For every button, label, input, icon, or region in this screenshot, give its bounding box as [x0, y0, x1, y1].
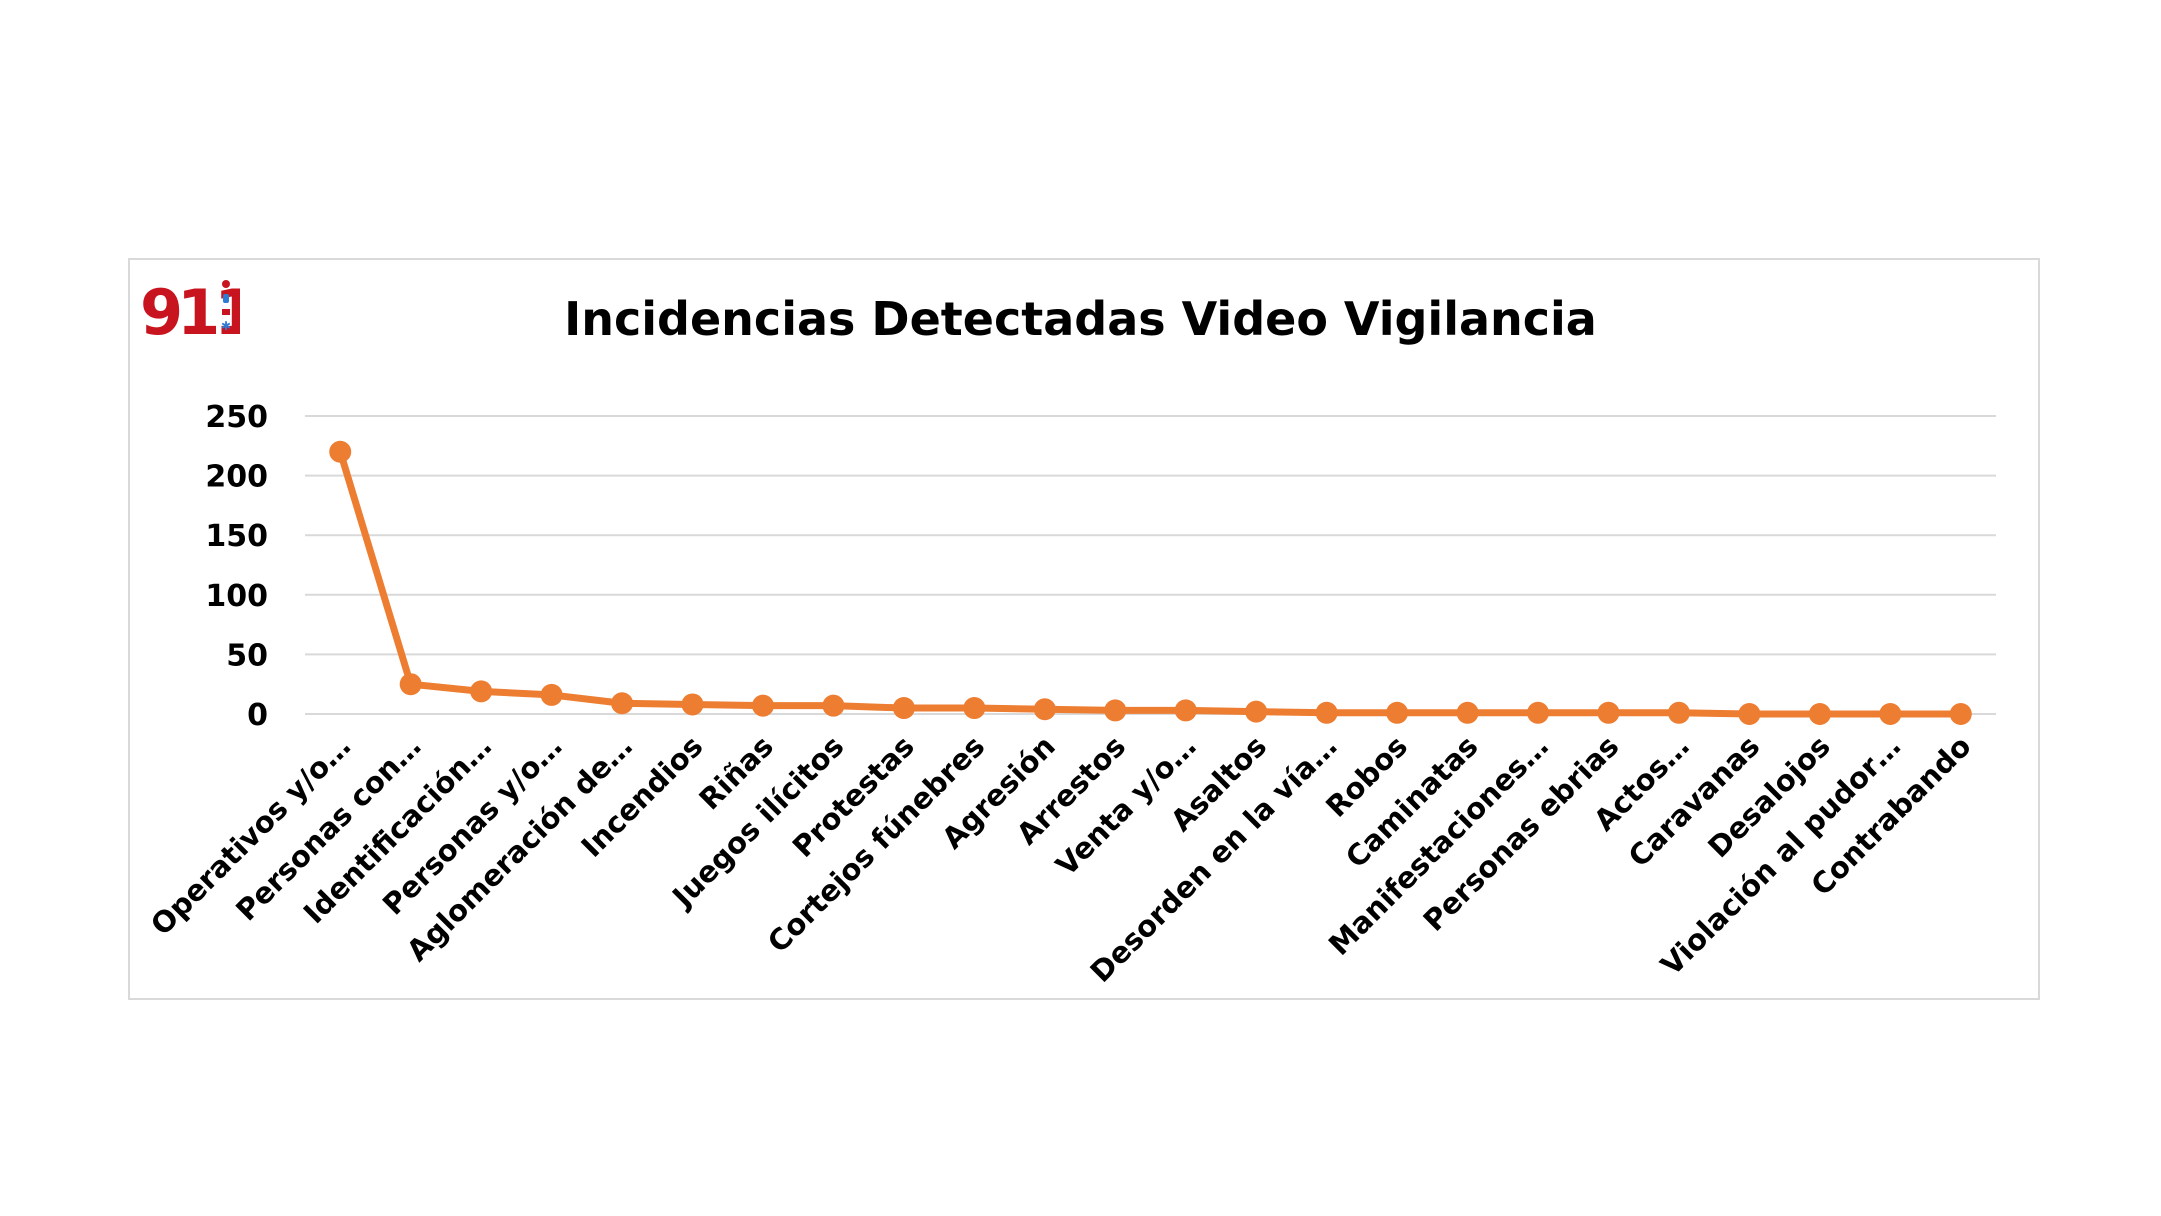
data-point — [1879, 703, 1902, 725]
data-point — [751, 694, 774, 717]
y-axis-ticks: 0 50 100 150 200 250 — [205, 400, 268, 733]
logo-star-icon: ✱ — [221, 319, 231, 333]
x-axis-labels: Operativos y/o…Personas con…Identificaci… — [144, 729, 1978, 989]
logo-dot-red — [222, 280, 230, 288]
data-points — [329, 440, 1972, 725]
data-point — [1245, 700, 1268, 723]
data-point — [540, 683, 563, 706]
data-point — [1033, 698, 1056, 721]
data-point — [470, 680, 493, 703]
data-point — [329, 440, 352, 463]
data-point — [1456, 701, 1479, 724]
y-tick-label: 0 — [247, 698, 268, 733]
data-point — [892, 697, 915, 720]
911-logo: 911 ✱ — [140, 276, 240, 344]
chart-title: Incidencias Detectadas Video Vigilancia — [564, 292, 1597, 346]
data-point — [611, 692, 634, 715]
data-point — [1315, 701, 1338, 724]
data-point — [399, 673, 422, 696]
y-tick-label: 250 — [205, 400, 268, 435]
y-tick-label: 150 — [205, 519, 268, 554]
series-line — [336, 450, 1961, 718]
data-point — [1808, 703, 1831, 725]
data-point — [1174, 699, 1197, 722]
data-point — [1386, 701, 1409, 724]
y-tick-label: 50 — [226, 638, 268, 673]
data-point — [963, 697, 986, 720]
logo-ambulance-icon — [222, 309, 230, 315]
data-point — [1597, 701, 1620, 724]
data-point — [1738, 703, 1761, 725]
data-point — [1527, 701, 1550, 724]
y-tick-label: 100 — [205, 579, 268, 614]
data-point — [1949, 703, 1972, 725]
chart-frame — [128, 258, 2040, 1000]
gridlines — [305, 415, 1996, 715]
y-tick-label: 200 — [205, 460, 268, 495]
data-point — [681, 693, 704, 716]
data-point — [1667, 701, 1690, 724]
logo-shield-icon — [223, 294, 229, 303]
data-point — [1104, 699, 1127, 722]
data-point — [822, 694, 845, 717]
series-line-layer — [336, 450, 1961, 718]
